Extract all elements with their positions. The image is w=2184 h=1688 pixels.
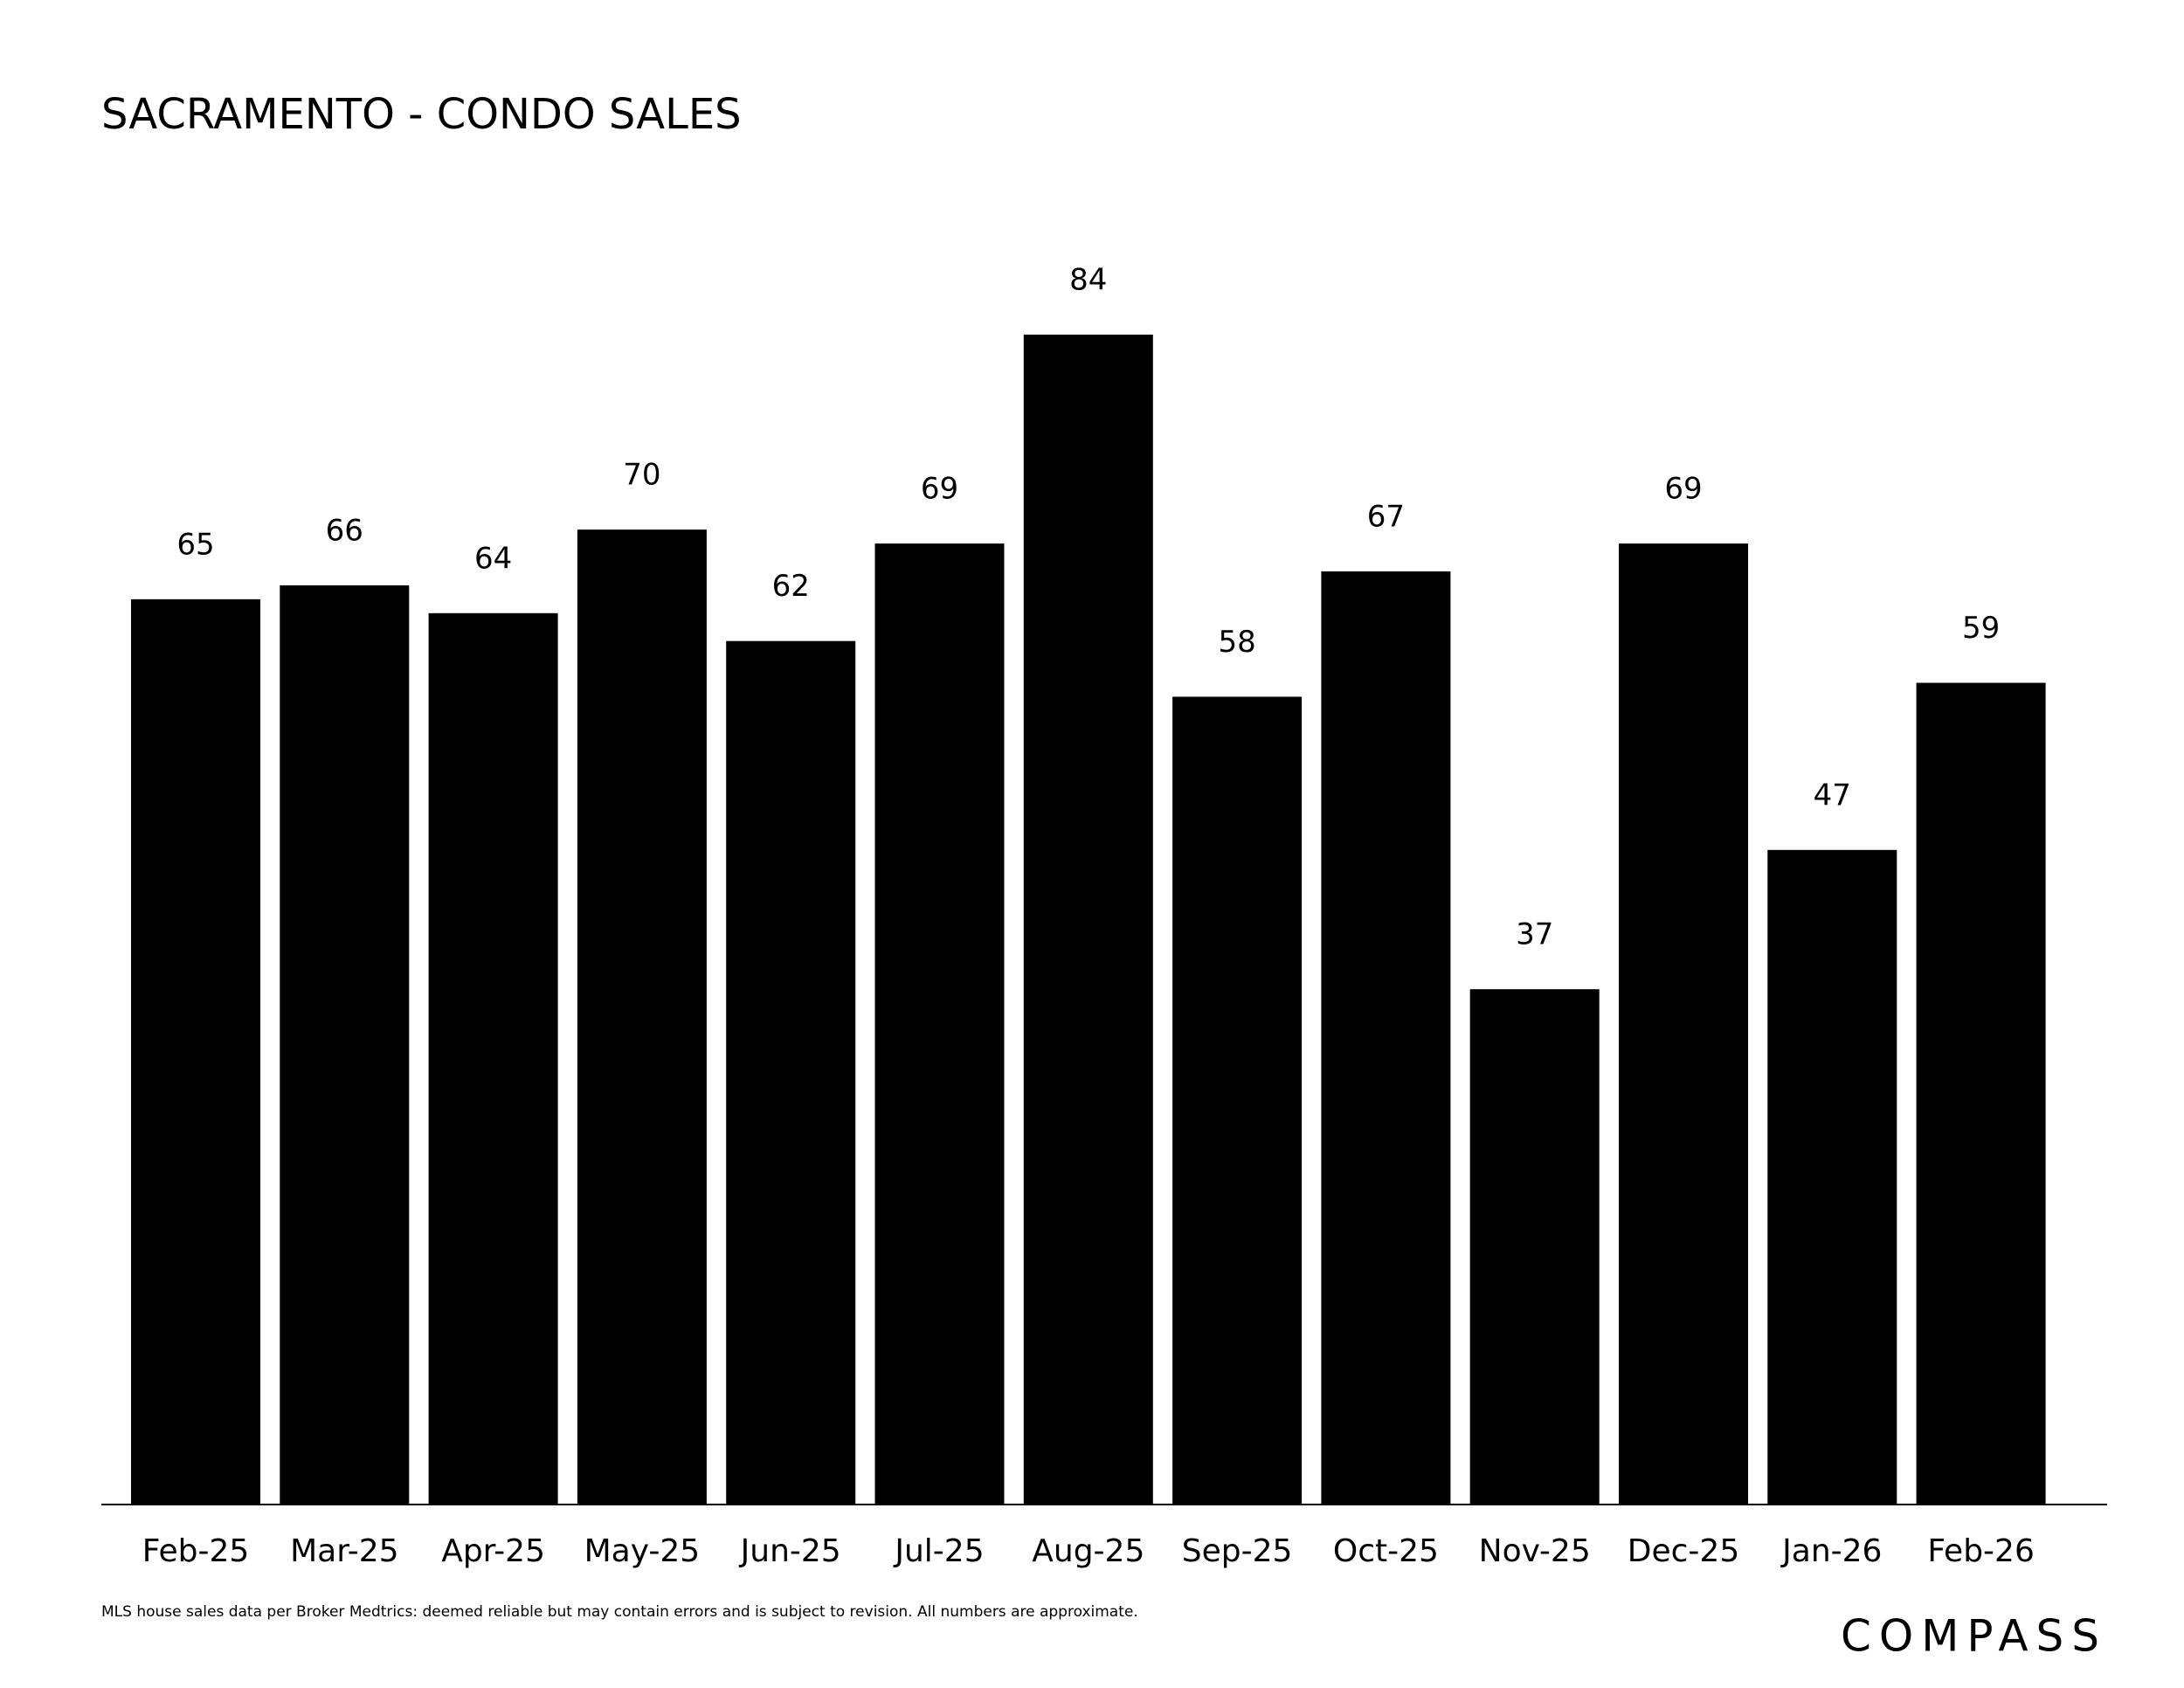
value-label: 69 bbox=[1664, 472, 1702, 507]
chart-title: SACRAMENTO - CONDO SALES bbox=[101, 90, 742, 139]
x-tick-label: Apr-25 bbox=[441, 1533, 545, 1569]
x-tick-label: Oct-25 bbox=[1333, 1533, 1439, 1569]
x-tick-label: Mar-25 bbox=[290, 1533, 398, 1569]
bar bbox=[1321, 571, 1451, 1505]
value-label: 66 bbox=[326, 513, 363, 548]
x-tick-label: Feb-25 bbox=[142, 1533, 250, 1569]
x-tick-label: Jan-26 bbox=[1780, 1533, 1882, 1569]
bar bbox=[1172, 696, 1303, 1505]
x-tick-label: Aug-25 bbox=[1032, 1533, 1144, 1569]
value-label: 64 bbox=[474, 541, 512, 576]
bar bbox=[874, 543, 1005, 1505]
x-tick-label: May-25 bbox=[584, 1533, 701, 1569]
bar bbox=[131, 598, 260, 1505]
bar bbox=[1916, 682, 2046, 1505]
bar bbox=[280, 585, 410, 1505]
bar bbox=[1469, 989, 1600, 1505]
value-label: 37 bbox=[1516, 917, 1553, 952]
value-label: 69 bbox=[921, 472, 958, 507]
x-tick-label: Feb-26 bbox=[1927, 1533, 2035, 1569]
value-label: 62 bbox=[772, 569, 810, 604]
x-tick-label: Dec-25 bbox=[1628, 1533, 1739, 1569]
bar bbox=[577, 529, 707, 1505]
x-tick-label: Jul-25 bbox=[893, 1533, 984, 1569]
value-label: 47 bbox=[1814, 778, 1851, 813]
value-label: 67 bbox=[1367, 499, 1405, 534]
value-label: 70 bbox=[623, 458, 660, 493]
value-label: 65 bbox=[176, 527, 214, 562]
bar bbox=[726, 640, 856, 1505]
bar bbox=[1767, 849, 1897, 1505]
footnote: MLS house sales data per Broker Medtrics… bbox=[101, 1603, 1138, 1621]
value-label: 84 bbox=[1069, 263, 1107, 298]
x-tick-label: Sep-25 bbox=[1182, 1533, 1293, 1569]
value-label: 58 bbox=[1218, 625, 1255, 660]
x-tick-label: Jun-25 bbox=[739, 1533, 841, 1569]
x-tick-label: Nov-25 bbox=[1479, 1533, 1591, 1569]
logo: COMPASS bbox=[1841, 1611, 2107, 1662]
bar bbox=[1619, 543, 1748, 1505]
value-label: 59 bbox=[1962, 611, 2000, 646]
bar bbox=[1023, 335, 1153, 1505]
bar bbox=[428, 612, 558, 1505]
